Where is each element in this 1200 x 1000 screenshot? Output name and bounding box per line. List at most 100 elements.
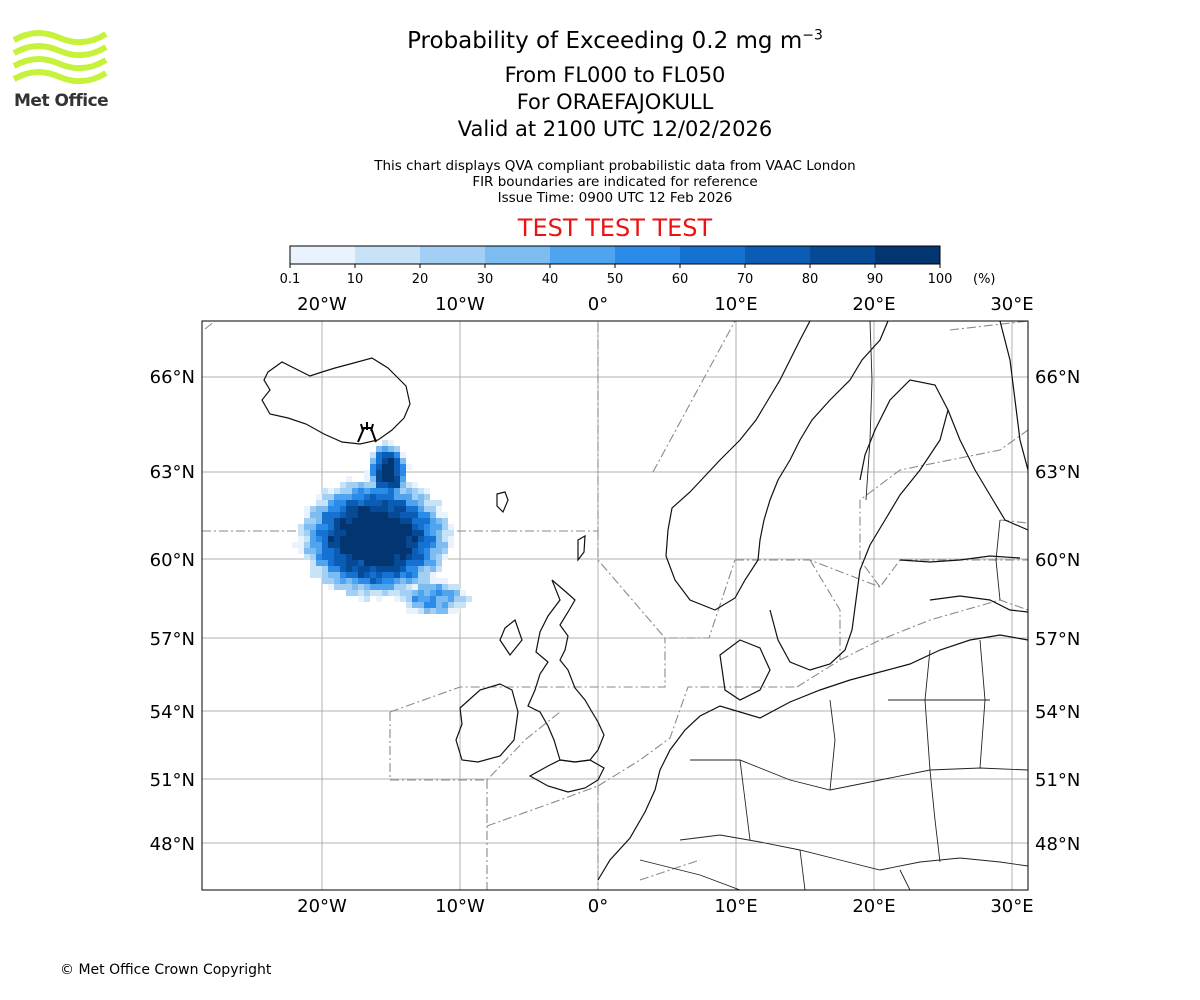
plume-cell — [376, 506, 382, 512]
plume-cell — [334, 536, 340, 542]
plume-cell — [412, 506, 418, 512]
plume-cell — [418, 506, 424, 512]
plume-cell — [388, 512, 394, 518]
plume-cell — [304, 536, 310, 542]
plume-cell — [418, 572, 424, 578]
plume-cell — [388, 542, 394, 548]
plume-cell — [334, 584, 340, 590]
plume-cell — [418, 566, 424, 572]
colorbar-tick-label: 10 — [347, 272, 364, 287]
copyright: © Met Office Crown Copyright — [60, 962, 272, 978]
colorbar-tick-label: 60 — [672, 272, 689, 287]
plume-cell — [430, 566, 436, 572]
plume-cell — [358, 500, 364, 506]
plume-cell — [328, 572, 334, 578]
plume-cell — [406, 494, 412, 500]
plume-cell — [370, 482, 376, 488]
plume-cell — [334, 488, 340, 494]
plume-cell — [400, 500, 406, 506]
plume-cell — [406, 596, 412, 602]
plume-cell — [400, 566, 406, 572]
plume-cell — [448, 608, 454, 614]
lon-label-bottom: 0° — [588, 896, 608, 917]
plume-cell — [322, 572, 328, 578]
lon-label-top: 20°W — [297, 294, 347, 315]
plume-cell — [346, 566, 352, 572]
plume-cell — [346, 530, 352, 536]
plume-cell — [394, 560, 400, 566]
plume-cell — [346, 584, 352, 590]
plume-cell — [376, 464, 382, 470]
plume-cell — [316, 524, 322, 530]
plume-cell — [316, 530, 322, 536]
test-banner: TEST TEST TEST — [517, 214, 713, 242]
plume-cell — [298, 530, 304, 536]
plume-cell — [352, 542, 358, 548]
plume-cell — [364, 530, 370, 536]
colorbar-unit: (%) — [973, 272, 996, 287]
plume-cell — [346, 560, 352, 566]
plume-cell — [448, 584, 454, 590]
colorbar-tick-label: 100 — [928, 272, 953, 287]
plume-cell — [328, 548, 334, 554]
plume-cell — [298, 524, 304, 530]
plume-cell — [352, 506, 358, 512]
plume-cell — [310, 524, 316, 530]
plume-cell — [436, 518, 442, 524]
plume-cell — [340, 530, 346, 536]
plume-cell — [448, 590, 454, 596]
plume-cell — [370, 452, 376, 458]
plume-cell — [352, 512, 358, 518]
plume-cell — [448, 530, 454, 536]
plume-cell — [352, 584, 358, 590]
plume-cell — [322, 512, 328, 518]
plume-cell — [436, 500, 442, 506]
plume-cell — [418, 548, 424, 554]
plume-cell — [400, 512, 406, 518]
plume-cell — [394, 548, 400, 554]
plume-cell — [394, 500, 400, 506]
plume-cell — [334, 542, 340, 548]
plume-cell — [388, 536, 394, 542]
plume-cell — [382, 566, 388, 572]
plume-cell — [430, 572, 436, 578]
plume-cell — [376, 578, 382, 584]
plume-cell — [424, 518, 430, 524]
plume-cell — [394, 524, 400, 530]
plume-cell — [328, 506, 334, 512]
plume-cell — [400, 554, 406, 560]
plume-cell — [418, 512, 424, 518]
lat-label-right: 66°N — [1035, 367, 1080, 388]
logo-wave — [12, 30, 108, 46]
plume-cell — [418, 524, 424, 530]
plume-cell — [400, 458, 406, 464]
plume-cell — [376, 470, 382, 476]
plume-cell — [400, 482, 406, 488]
plume-cell — [418, 494, 424, 500]
plume-cell — [316, 560, 322, 566]
plume-cell — [322, 494, 328, 500]
plume-cell — [310, 530, 316, 536]
plume-cell — [328, 542, 334, 548]
graticule — [202, 321, 1028, 890]
plume-cell — [406, 608, 412, 614]
plume-cell — [394, 536, 400, 542]
plume-cell — [316, 548, 322, 554]
plume-cell — [370, 542, 376, 548]
plume-cell — [376, 536, 382, 542]
plume-cell — [346, 488, 352, 494]
plume-cell — [394, 446, 400, 452]
plume-cell — [382, 542, 388, 548]
plume-cell — [334, 566, 340, 572]
plume-cell — [364, 560, 370, 566]
plume-cell — [376, 530, 382, 536]
plume-cell — [376, 494, 382, 500]
plume-cell — [322, 488, 328, 494]
plume-cell — [424, 494, 430, 500]
plume-cell — [328, 578, 334, 584]
plume-cell — [346, 476, 352, 482]
plume-cell — [376, 458, 382, 464]
plume-cell — [358, 584, 364, 590]
plume-cell — [382, 518, 388, 524]
colorbar-tick-label: 80 — [802, 272, 819, 287]
